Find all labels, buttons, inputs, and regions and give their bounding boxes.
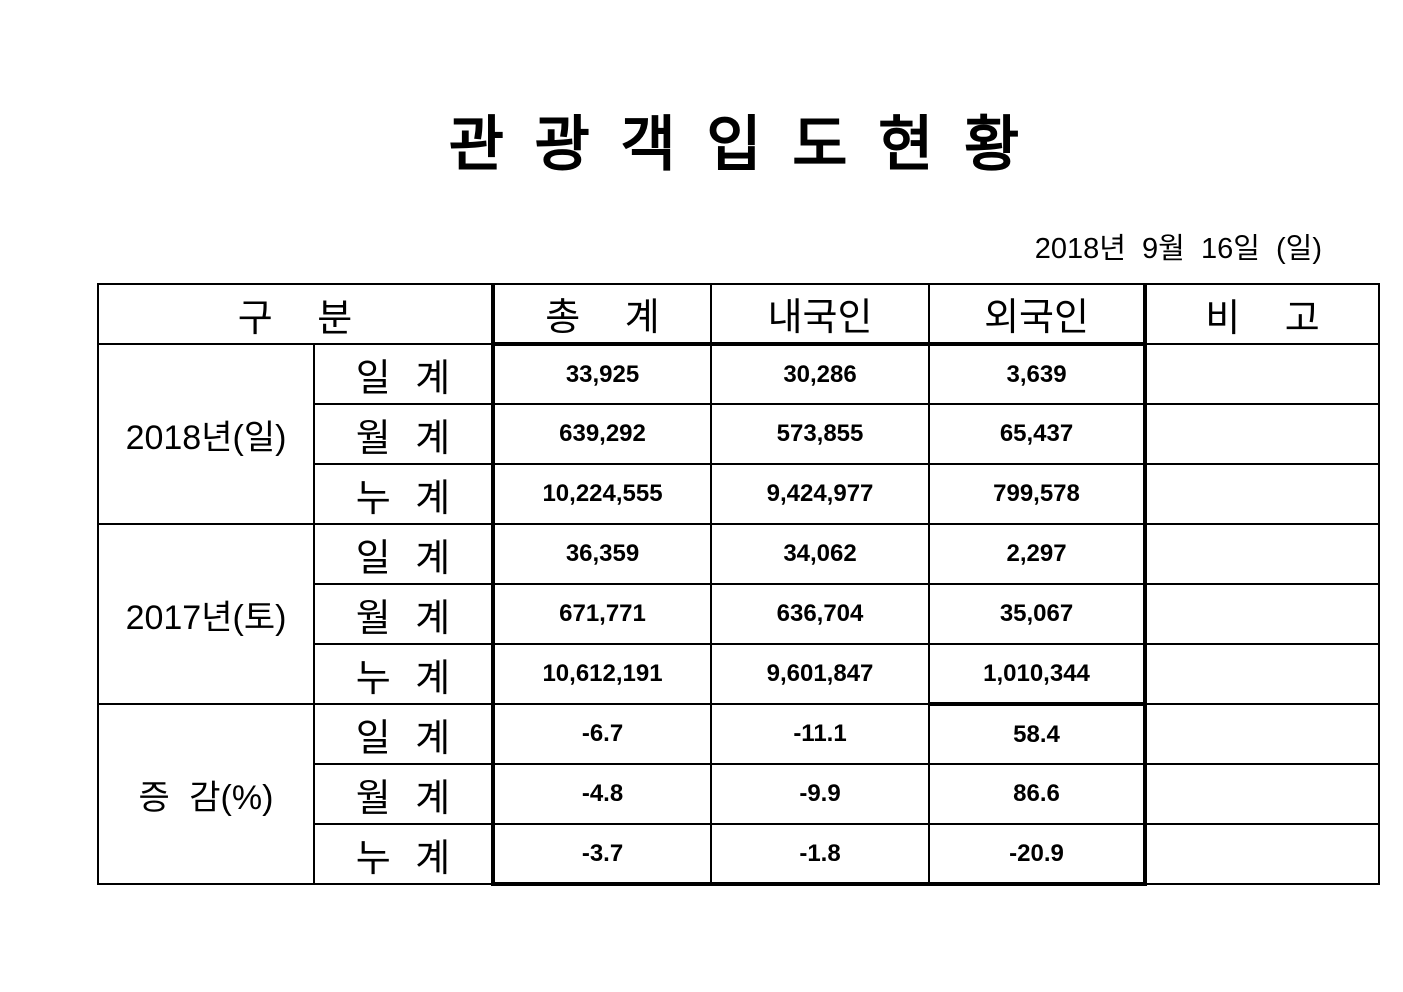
row-label-cell: 일 계 <box>312 703 495 765</box>
value-cell-foreign: 1,010,344 <box>928 643 1148 706</box>
value-cell-foreign: 3,639 <box>928 343 1148 405</box>
group-label-cell-2018: 2018년(일) <box>97 343 315 525</box>
table-row: 2018년(일) 일 계 33,925 30,286 3,639 <box>97 343 1381 525</box>
value-cell-domestic: -11.1 <box>710 703 931 765</box>
value-cell-domestic: 34,062 <box>710 523 931 585</box>
note-cell <box>1144 823 1381 885</box>
note-cell <box>1144 463 1381 525</box>
value-cell-domestic: -1.8 <box>710 823 931 886</box>
row-label-cell: 월 계 <box>312 403 495 465</box>
note-cell <box>1144 523 1381 585</box>
row-label-cell: 누 계 <box>312 463 495 525</box>
value-cell-total: 36,359 <box>491 523 713 585</box>
table-row: 월 계 -4.8 -9.9 86.6 <box>98 763 1381 825</box>
value-cell-foreign: 799,578 <box>928 463 1148 525</box>
row-label-cell: 월 계 <box>312 583 495 645</box>
note-cell <box>1144 403 1381 465</box>
value-cell-domestic: 9,424,977 <box>710 463 931 525</box>
value-cell-total: 639,292 <box>491 403 713 465</box>
row-label-cell: 일 계 <box>312 343 495 405</box>
value-cell-total: -3.7 <box>491 823 713 886</box>
value-cell-foreign: -20.9 <box>928 823 1148 886</box>
value-cell-domestic: 30,286 <box>710 343 931 405</box>
group-label-cell-change: 증 감(%) <box>97 703 315 885</box>
tourist-stats-table: 구 분 총 계 내국인 외국인 비 고 2018년(일) 일 계 33,925 … <box>96 283 1381 886</box>
value-cell-total: 33,925 <box>491 343 713 405</box>
value-cell-total: 671,771 <box>491 583 713 645</box>
note-cell <box>1144 763 1381 825</box>
value-cell-domestic: 573,855 <box>710 403 931 465</box>
header-total: 총 계 <box>491 283 713 346</box>
row-label-cell: 누 계 <box>312 643 495 705</box>
header-foreign: 외국인 <box>928 283 1148 346</box>
value-cell-foreign: 86.6 <box>928 763 1148 825</box>
table-row: 월 계 639,292 573,855 65,437 <box>98 403 1381 465</box>
header-note: 비 고 <box>1144 283 1381 345</box>
table-row: 월 계 671,771 636,704 35,067 <box>98 583 1381 645</box>
document-content: 관 광 객 입 도 현 황 2018년 9월 16일 (일) 구 분 총 계 내… <box>96 0 1381 886</box>
table-row: 누 계 10,612,191 9,601,847 1,010,344 <box>98 643 1381 706</box>
note-cell <box>1144 703 1381 765</box>
table-row: 누 계 -3.7 -1.8 -20.9 <box>98 823 1381 886</box>
value-cell-total: -6.7 <box>491 703 713 765</box>
value-cell-foreign: 2,297 <box>928 523 1148 585</box>
row-label-cell: 일 계 <box>312 523 495 585</box>
date-label: 2018년 9월 16일 (일) <box>1034 233 1322 265</box>
value-cell-foreign: 58.4 <box>928 703 1148 765</box>
header-domestic: 내국인 <box>710 283 931 346</box>
value-cell-total: -4.8 <box>491 763 713 825</box>
value-cell-domestic: -9.9 <box>710 763 931 825</box>
note-cell <box>1144 643 1381 705</box>
note-cell <box>1144 583 1381 645</box>
header-gubun: 구 분 <box>96 283 495 345</box>
value-cell-foreign: 65,437 <box>928 403 1148 465</box>
value-cell-domestic: 9,601,847 <box>710 643 931 705</box>
value-cell-domestic: 636,704 <box>710 583 931 645</box>
note-cell <box>1144 343 1381 405</box>
table-row: 증 감(%) 일 계 -6.7 -11.1 58.4 <box>97 703 1381 885</box>
value-cell-total: 10,224,555 <box>491 463 713 525</box>
value-cell-foreign: 35,067 <box>928 583 1148 645</box>
row-label-cell: 월 계 <box>312 763 495 825</box>
table-row: 2017년(토) 일 계 36,359 34,062 2,297 <box>97 523 1381 705</box>
group-label-cell-2017: 2017년(토) <box>97 523 315 705</box>
page-title: 관 광 객 입 도 현 황 <box>448 111 1027 178</box>
value-cell-total: 10,612,191 <box>491 643 713 705</box>
row-label-cell: 누 계 <box>312 823 495 885</box>
table-row: 누 계 10,224,555 9,424,977 799,578 <box>98 463 1381 525</box>
header-row: 구 분 총 계 내국인 외국인 비 고 <box>96 283 1381 346</box>
